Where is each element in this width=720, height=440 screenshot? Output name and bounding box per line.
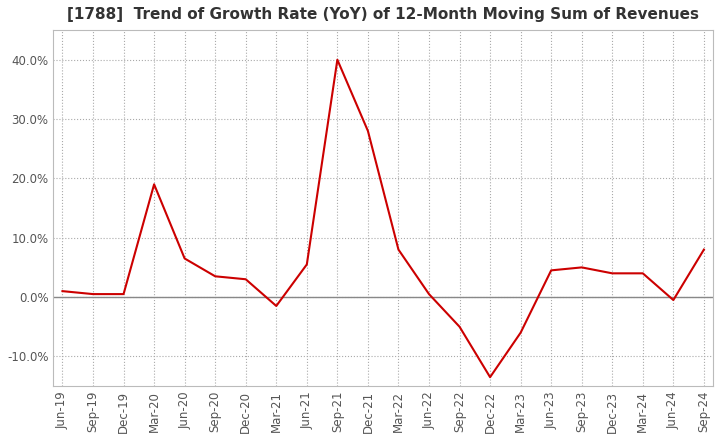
Title: [1788]  Trend of Growth Rate (YoY) of 12-Month Moving Sum of Revenues: [1788] Trend of Growth Rate (YoY) of 12-… <box>67 7 699 22</box>
